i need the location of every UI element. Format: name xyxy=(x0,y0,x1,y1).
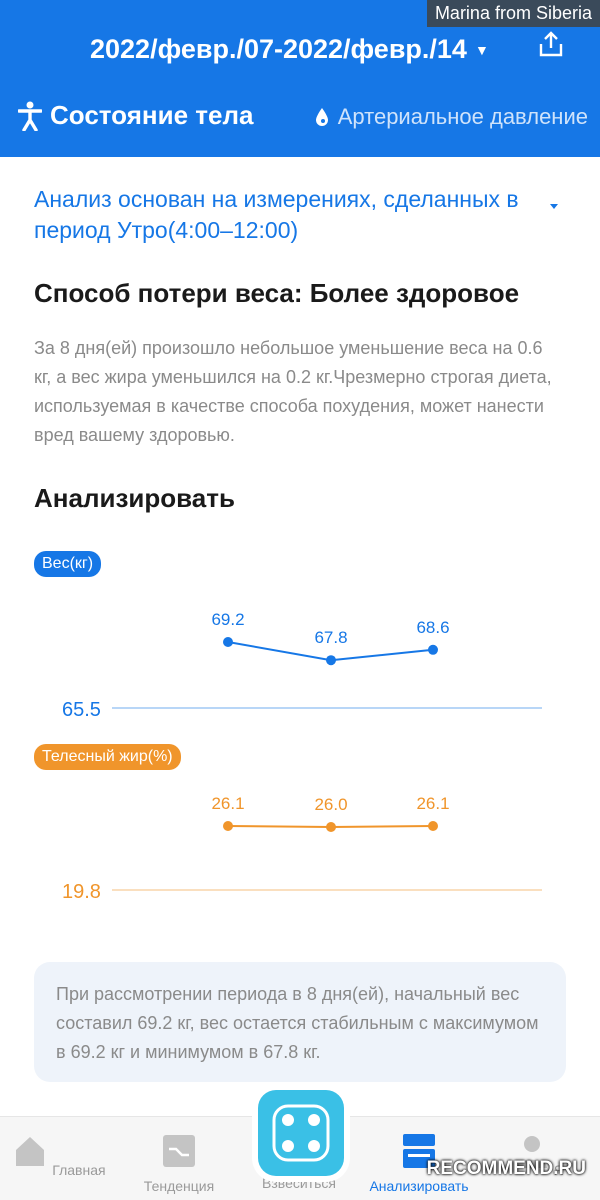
date-range-selector[interactable]: 2022/февр./07-2022/февр./14 ▼ xyxy=(90,34,489,65)
analyze-title: Анализировать xyxy=(34,483,235,513)
person-icon xyxy=(18,101,42,131)
analysis-charts: 65.5 69.2 67.8 68.6 19.8 26.1 26.0 26.1 xyxy=(62,610,542,903)
weight-loss-title: Способ потери веса: Более здоровое xyxy=(34,278,520,308)
weight-point xyxy=(428,644,438,655)
weight-data-label: 68.6 xyxy=(416,618,449,637)
fat-data-label: 26.1 xyxy=(211,794,244,813)
period-selector[interactable]: Анализ основан на измерениях, сделанных … xyxy=(34,186,519,243)
nav-item-home[interactable]: Главная xyxy=(4,1133,114,1178)
weight-label-badge: Вес(кг) xyxy=(34,551,102,577)
blood-pressure-label: Артериальное давление xyxy=(337,104,588,129)
scale-icon xyxy=(272,1104,330,1162)
fat-data-label: 26.1 xyxy=(416,794,449,813)
fat-label-badge: Телесный жир(%) xyxy=(34,744,181,770)
nav-item-trend[interactable]: Тенденция xyxy=(124,1133,234,1194)
trend-icon xyxy=(163,1135,195,1167)
summary-box: При рассмотрении периода в 8 дня(ей), на… xyxy=(34,962,566,1082)
nav-item-me[interactable]: Я xyxy=(484,1133,594,1178)
drop-icon xyxy=(315,108,328,126)
caret-down-icon[interactable] xyxy=(550,204,558,209)
date-range-label: 2022/февр./07-2022/февр./14 xyxy=(90,34,467,64)
nav-weigh-label: Взвеситься xyxy=(262,1175,336,1191)
home-icon xyxy=(16,1137,45,1166)
fat-data-label: 26.0 xyxy=(314,795,347,814)
author-watermark: Marina from Siberia xyxy=(426,0,600,27)
tab-blood-pressure[interactable]: Артериальное давление xyxy=(314,104,588,130)
nav-me-label: Я xyxy=(553,1162,564,1178)
weight-data-label: 67.8 xyxy=(314,628,347,647)
nav-item-weigh[interactable]: Взвеситься xyxy=(244,1133,354,1191)
nav-analyze-label: Анализировать xyxy=(369,1178,469,1194)
nav-home-label: Главная xyxy=(52,1162,106,1178)
nav-trend-label: Тенденция xyxy=(143,1178,215,1194)
weigh-button[interactable] xyxy=(258,1090,344,1176)
weight-baseline-label: 65.5 xyxy=(62,699,101,721)
weight-point xyxy=(223,637,233,647)
fat-point xyxy=(428,821,438,831)
share-icon[interactable] xyxy=(538,30,564,58)
weight-loss-description: За 8 дня(ей) произошло небольшое уменьше… xyxy=(34,338,552,445)
weight-data-label: 69.2 xyxy=(211,610,244,629)
analyze-icon xyxy=(403,1134,435,1168)
weight-point xyxy=(326,655,336,666)
fat-point xyxy=(326,822,336,832)
tab-body-state[interactable]: Состояние тела xyxy=(18,100,253,131)
recommend-watermark: RECOMMEND.RU xyxy=(426,1158,586,1179)
body-state-label: Состояние тела xyxy=(50,100,254,130)
user-icon xyxy=(516,1136,547,1168)
caret-down-icon: ▼ xyxy=(474,41,489,58)
nav-item-analyze[interactable]: Анализировать xyxy=(364,1133,474,1194)
fat-point xyxy=(223,821,233,831)
summary-text: При рассмотрении периода в 8 дня(ей), на… xyxy=(56,984,539,1062)
fat-baseline-label: 19.8 xyxy=(62,881,101,903)
